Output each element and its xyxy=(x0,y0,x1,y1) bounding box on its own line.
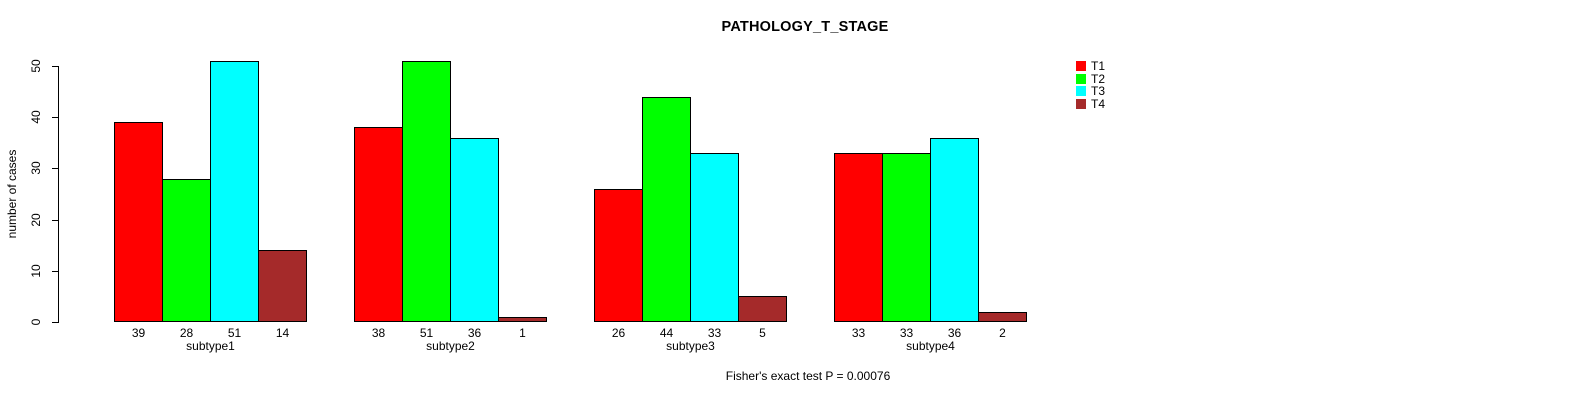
y-axis-tick-label: 30 xyxy=(29,161,43,176)
bar-value-label: 33 xyxy=(707,326,722,340)
y-axis-tick-label: 10 xyxy=(29,264,43,278)
legend-swatch xyxy=(1076,73,1086,84)
bar-value-label: 2 xyxy=(999,326,1006,340)
y-axis-tick-label: 20 xyxy=(29,212,43,227)
bar-value-label: 38 xyxy=(371,326,386,340)
y-axis-tick-label: 0 xyxy=(29,318,43,326)
y-axis-label: number of cases xyxy=(5,149,19,239)
chart-title: PATHOLOGY_T_STAGE xyxy=(721,19,889,35)
bar-value-label: 5 xyxy=(759,326,766,340)
bar xyxy=(930,137,979,322)
legend-swatch xyxy=(1076,98,1086,109)
legend-label: T1 xyxy=(1091,59,1106,73)
y-axis-tick-label: 40 xyxy=(29,110,43,124)
bar xyxy=(114,122,163,322)
y-axis-tick xyxy=(52,117,59,119)
bar-value-label: 51 xyxy=(419,326,434,340)
y-axis-tick xyxy=(52,270,59,272)
bar-value-label: 51 xyxy=(227,326,242,340)
legend-item: T1 xyxy=(1076,59,1106,73)
bar-value-label: 36 xyxy=(947,326,962,340)
legend-label: T4 xyxy=(1091,96,1106,111)
bar-value-label: 44 xyxy=(659,326,674,340)
bar-value-label: 1 xyxy=(519,326,526,340)
bar xyxy=(402,60,451,322)
bar xyxy=(354,127,403,322)
category-label: subtype3 xyxy=(666,339,715,353)
bar xyxy=(738,296,787,322)
y-axis-tick xyxy=(52,219,59,221)
bar xyxy=(882,153,931,322)
bar xyxy=(498,316,547,322)
bar xyxy=(594,188,643,322)
category-label: subtype2 xyxy=(426,339,475,353)
bar-value-label: 33 xyxy=(851,326,866,340)
legend-label: T3 xyxy=(1091,84,1106,98)
legend: T1 T2 T3 T4 xyxy=(1076,59,1106,111)
category-label: subtype4 xyxy=(906,339,955,353)
bar xyxy=(642,96,691,322)
bar xyxy=(162,178,211,322)
bar xyxy=(210,60,259,322)
bar xyxy=(450,137,499,322)
legend-swatch xyxy=(1076,61,1086,71)
bar-value-label: 28 xyxy=(179,326,194,340)
bar xyxy=(258,250,307,322)
annotation-text: Fisher's exact test P = 0.00076 xyxy=(725,369,891,383)
bar xyxy=(690,153,739,322)
legend-item: T2 xyxy=(1076,71,1106,86)
legend-item: T4 xyxy=(1076,96,1106,111)
bar xyxy=(978,311,1027,322)
y-axis-tick xyxy=(52,66,59,67)
y-axis-tick xyxy=(52,322,59,323)
bar-value-label: 39 xyxy=(131,326,146,340)
bar-value-label: 26 xyxy=(611,326,626,340)
bar-value-label: 33 xyxy=(899,326,914,340)
category-label: subtype1 xyxy=(186,339,235,353)
legend-swatch xyxy=(1076,86,1086,96)
bar-value-label: 14 xyxy=(275,326,290,340)
y-axis-tick-label: 50 xyxy=(29,59,43,73)
bar xyxy=(834,153,883,322)
y-axis-line xyxy=(58,66,59,322)
legend-label: T2 xyxy=(1091,71,1106,86)
legend-item: T3 xyxy=(1076,84,1106,98)
y-axis-tick xyxy=(52,168,59,170)
bar-value-label: 36 xyxy=(467,326,482,340)
